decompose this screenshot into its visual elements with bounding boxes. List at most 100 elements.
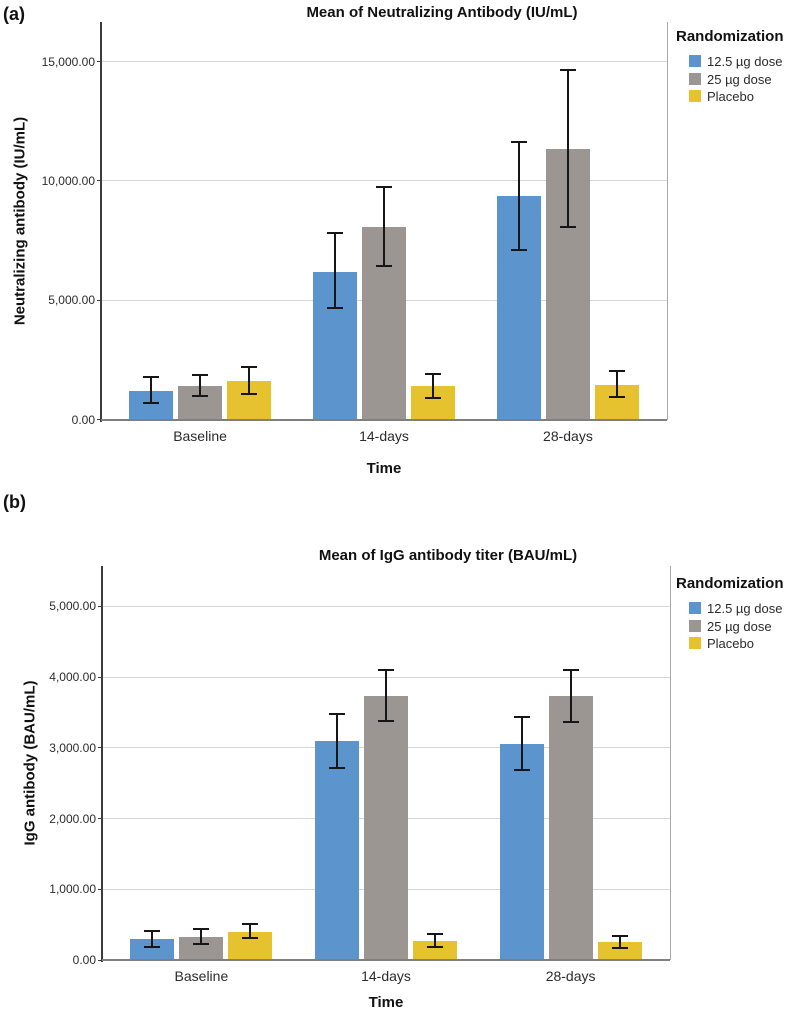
y-tick-mark (98, 605, 102, 607)
bar-dose25-14-days (364, 696, 408, 960)
y-tick-mark (97, 61, 101, 63)
y-tick-mark (97, 180, 101, 182)
x-axis-title: Time (368, 994, 404, 1011)
error-bar-cap-top (562, 668, 579, 671)
y-tick-label: 2,000.00 (49, 811, 96, 826)
panel-b-label: (b) (3, 492, 26, 512)
legend-title: Randomization (676, 28, 784, 45)
y-tick-label: 3,000.00 (49, 740, 96, 755)
error-bar-cap-top (513, 715, 530, 718)
error-bar-line (569, 669, 572, 722)
chart-title: Mean of Neutralizing Antibody (IU/mL) (306, 4, 578, 21)
bar-dose12-5-14-days (315, 741, 359, 960)
y-tick-mark (98, 818, 102, 820)
bar-placebo-28-days (597, 942, 642, 960)
error-bar-line (199, 374, 202, 397)
error-bar-cap-bottom (376, 265, 392, 268)
error-bar-line (336, 713, 338, 769)
chart-neutralizing-antibody: Mean of Neutralizing Antibody (IU/mL) Neu… (0, 0, 800, 497)
error-bar-line (517, 141, 520, 251)
y-tick-mark (97, 299, 101, 301)
error-bar-cap-top (143, 375, 160, 378)
panel-a-label: (a) (3, 4, 25, 24)
x-category-label: 28-days (545, 968, 596, 984)
error-bar-line (151, 930, 154, 947)
legend-swatch-placebo (689, 90, 701, 102)
y-tick-label: 5,000.00 (48, 293, 95, 308)
legend-item-label: Placebo (707, 89, 754, 104)
error-bar-cap-top (376, 185, 392, 188)
error-bar-cap-bottom (144, 945, 161, 948)
y-tick-mark (98, 747, 102, 749)
error-bar-cap-bottom (611, 946, 628, 949)
legend-swatch-dose12-5 (689, 55, 701, 67)
error-bar-cap-bottom (329, 767, 345, 770)
error-bar-line (385, 669, 387, 721)
error-bar-cap-bottom (425, 396, 441, 399)
error-bar-line (434, 933, 436, 947)
error-bar-cap-bottom (193, 942, 210, 945)
bar-dose25-28-days (548, 696, 593, 960)
bar-dose12-5-baseline (130, 939, 175, 960)
y-tick-mark (98, 888, 102, 890)
gridline (102, 605, 670, 607)
legend-swatch-dose25 (689, 619, 701, 632)
error-bar-cap-bottom (559, 226, 576, 229)
bar-placebo-14-days (413, 940, 457, 960)
error-bar-cap-top (327, 231, 343, 234)
legend-item-label: Placebo (707, 636, 754, 651)
error-bar-cap-bottom (510, 249, 527, 252)
x-category-label: Baseline (173, 428, 227, 444)
x-category-label: Baseline (174, 968, 229, 984)
gridline (101, 180, 667, 182)
bar-dose12-5-28-days (499, 744, 544, 960)
error-bar-cap-top (425, 373, 441, 376)
legend-item-label: 12.5 µg dose (707, 601, 783, 616)
y-tick-label: 4,000.00 (49, 670, 96, 685)
error-bar-line (200, 928, 203, 944)
error-bar-cap-bottom (143, 401, 160, 404)
error-bar-cap-top (510, 140, 527, 143)
error-bar-line (432, 374, 434, 398)
error-bar-cap-top (427, 932, 443, 935)
x-category-label: 28-days (543, 428, 593, 444)
plot-right-border (670, 566, 671, 960)
error-bar-cap-bottom (241, 393, 258, 396)
error-bar-cap-top (378, 668, 394, 671)
plot-right-border (667, 22, 668, 420)
error-bar-cap-top (611, 934, 628, 937)
error-bar-cap-bottom (378, 719, 394, 722)
legend-title: Randomization (676, 575, 784, 592)
error-bar-cap-bottom (427, 945, 443, 948)
error-bar-cap-top (192, 373, 209, 376)
y-tick-mark (97, 419, 101, 420)
y-tick-label: 10,000.00 (41, 173, 95, 188)
error-bar-line (150, 376, 153, 403)
error-bar-line (520, 716, 523, 771)
error-bar-cap-top (144, 929, 161, 932)
y-tick-label: 5,000.00 (49, 599, 96, 614)
error-bar-cap-bottom (327, 306, 343, 309)
gridline (101, 61, 667, 63)
error-bar-cap-bottom (562, 720, 579, 723)
legend-item-label: 25 µg dose (707, 618, 772, 634)
error-bar-cap-bottom (513, 769, 530, 772)
error-bar-cap-top (559, 68, 576, 71)
error-bar-line (334, 232, 336, 308)
y-tick-label: 0.00 (72, 953, 96, 967)
error-bar-cap-top (241, 366, 258, 368)
error-bar-line (248, 367, 251, 395)
x-axis-line (101, 418, 667, 421)
y-tick-mark (98, 959, 102, 961)
error-bar-line (383, 186, 385, 267)
error-bar-cap-top (329, 712, 345, 715)
error-bar-cap-top (193, 927, 210, 930)
y-tick-label: 1,000.00 (49, 882, 96, 897)
legend-item-label: 12.5 µg dose (707, 54, 783, 69)
legend-swatch-placebo (689, 637, 701, 649)
legend-swatch-dose25 (689, 72, 701, 85)
x-axis-title: Time (366, 460, 402, 477)
error-bar-cap-bottom (608, 396, 625, 399)
x-category-label: 14-days (361, 968, 411, 984)
